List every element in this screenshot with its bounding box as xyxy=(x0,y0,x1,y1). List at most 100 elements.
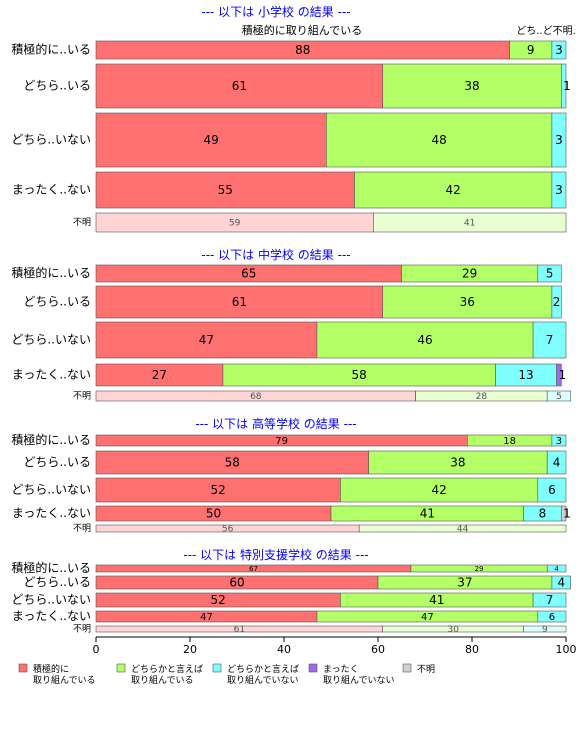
data-label: 7 xyxy=(546,333,554,347)
data-label: 59 xyxy=(229,219,241,229)
data-label: 13 xyxy=(518,368,533,382)
bar-row: どちら..いない 52 41 7 xyxy=(11,592,567,608)
data-label: 61 xyxy=(232,295,247,309)
row-label: 積極的に..いる xyxy=(11,42,91,57)
data-label: 49 xyxy=(204,133,219,147)
bar-segment xyxy=(532,592,567,608)
data-label: 18 xyxy=(503,436,516,447)
bar-segment xyxy=(537,477,567,503)
data-label: 42 xyxy=(446,183,461,197)
legend-item: 不明 xyxy=(402,663,435,675)
panel-title: --- 以下は 高等学校 の結果 --- xyxy=(195,416,356,431)
row-label: どちら..いない xyxy=(11,483,91,497)
data-label: 4 xyxy=(557,576,565,590)
row-label: まったく..ない xyxy=(12,609,91,623)
legend: 積極的に取り組んでいるどちらかと言えば取り組んでいるどちらかと言えば取り組んでい… xyxy=(18,663,435,686)
bar-row: どちら..いる 61 38 1 xyxy=(23,63,571,109)
data-label: 52 xyxy=(211,593,226,607)
bar-row: まったく..ない 50 41 8 1 xyxy=(12,505,571,522)
bar-segment xyxy=(551,171,567,209)
panel-2: --- 以下は 中学校 の結果 --- 積極的に..いる 65 29 5 どちら..いる 6… xyxy=(11,247,572,402)
data-label: 37 xyxy=(457,576,472,590)
bar-segment xyxy=(523,625,567,633)
bar-row: 不明 59 41 xyxy=(73,212,567,233)
data-label: 9 xyxy=(527,43,535,57)
data-label: 8 xyxy=(539,507,547,521)
data-label: 6 xyxy=(549,612,555,623)
legend-label: 取り組んでいない xyxy=(227,674,299,686)
bar-segment xyxy=(560,63,567,109)
bar-segment xyxy=(95,321,318,359)
row-label: まったく..ない xyxy=(12,183,91,197)
bar-row: 積極的に..いる 79 18 3 xyxy=(11,432,567,447)
bar-row: どちら..いない 49 48 3 xyxy=(11,112,567,168)
data-label: 7 xyxy=(546,593,554,607)
data-label: 55 xyxy=(218,183,233,197)
data-label: 27 xyxy=(152,368,167,382)
bar-segment xyxy=(325,112,553,168)
row-label: まったく..ない xyxy=(12,506,91,520)
row-label-unknown: 不明 xyxy=(73,523,91,534)
x-tick-label: 20 xyxy=(183,643,197,656)
data-label: 41 xyxy=(429,593,444,607)
bar-row: まったく..ない 27 58 13 1 xyxy=(12,363,566,387)
panel-3: --- 以下は 高等学校 の結果 ---積極的に..いる 79 18 3どちら..いる… xyxy=(11,416,570,535)
bar-segment xyxy=(372,212,567,233)
legend-swatch xyxy=(308,663,318,673)
bar-segment xyxy=(95,171,355,209)
row-label-unknown: 不明 xyxy=(73,217,91,228)
row-label: どちら..いる xyxy=(23,295,91,309)
legend-swatch xyxy=(18,663,28,673)
bar-row: 積極的に..いる 88 9 3 xyxy=(11,40,567,60)
data-label: 52 xyxy=(211,483,226,497)
x-tick-label: 0 xyxy=(93,643,100,656)
legend-label: どちらかと言えば xyxy=(227,663,299,675)
legend-label: 取り組んでいる xyxy=(33,674,96,686)
bar-segment xyxy=(551,40,567,60)
legend-label: 不明 xyxy=(417,664,435,675)
data-label: 58 xyxy=(225,456,240,470)
row-label-unknown: 不明 xyxy=(73,391,91,402)
data-label: 1 xyxy=(558,368,566,382)
data-label: 36 xyxy=(460,295,475,309)
data-label: 41 xyxy=(464,219,475,229)
data-label: 79 xyxy=(275,436,288,447)
legend-label: 取り組んでいない xyxy=(323,674,395,686)
data-label: 9 xyxy=(542,625,548,635)
panel-title: --- 以下は 特別支援学校 の結果 --- xyxy=(183,547,368,562)
data-label: 61 xyxy=(234,625,245,635)
row-label: 積極的に..いる xyxy=(11,560,91,575)
bar-row: どちら..いない 52 42 6 xyxy=(11,477,567,503)
row-label-unknown: 不明 xyxy=(73,624,91,635)
row-label: どちら..いる xyxy=(23,575,91,589)
bar-row: 積極的に..いる 65 29 5 xyxy=(11,264,562,283)
bar-segment xyxy=(316,321,534,359)
data-label: 58 xyxy=(352,368,367,382)
row-label: 積極的に..いる xyxy=(11,265,91,280)
data-label: 56 xyxy=(222,525,234,535)
top-note-center: 積極的に取り組んでいる xyxy=(242,23,362,37)
data-label: 67 xyxy=(249,565,258,573)
data-label: 47 xyxy=(199,333,214,347)
bar-row: どちら..いる 60 37 4 xyxy=(23,575,572,590)
data-label: 65 xyxy=(241,267,256,281)
bar-segment xyxy=(358,524,567,533)
bar-segment xyxy=(546,564,567,573)
bar-row: どちら..いない 47 46 7 xyxy=(11,321,567,359)
x-tick-label: 60 xyxy=(371,643,385,656)
legend-swatch xyxy=(402,663,412,673)
bar-segment xyxy=(556,363,562,387)
data-label: 28 xyxy=(476,392,488,402)
row-label: まったく..ない xyxy=(12,368,91,382)
data-label: 30 xyxy=(447,625,459,635)
data-label: 5 xyxy=(546,267,554,281)
data-label: 47 xyxy=(421,612,434,623)
x-tick-label: 80 xyxy=(465,643,479,656)
bar-segment xyxy=(95,285,384,319)
row-label: どちら..いる xyxy=(23,455,91,469)
